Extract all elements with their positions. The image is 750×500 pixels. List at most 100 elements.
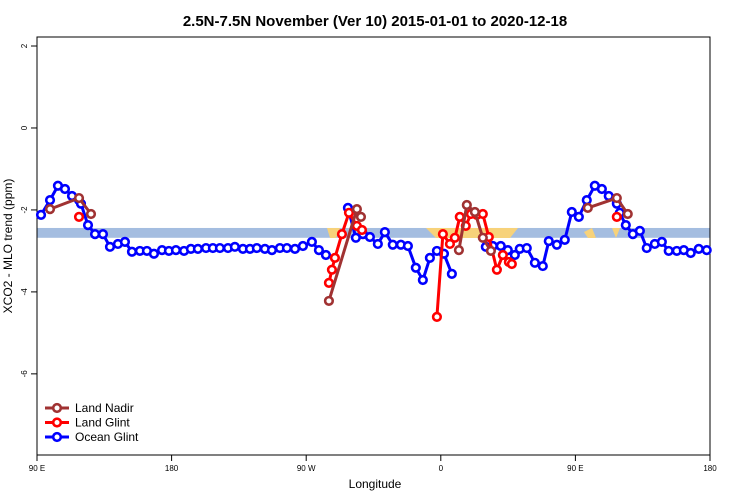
data-point: [449, 232, 460, 243]
data-point: [446, 268, 457, 279]
data-point: [529, 257, 540, 268]
data-point: [431, 311, 443, 322]
data-point: [82, 220, 94, 231]
data-point: [424, 252, 435, 263]
data-point: [148, 248, 160, 259]
data-point: [461, 199, 472, 211]
data-point: [104, 241, 116, 252]
data-point: [85, 208, 97, 220]
legend-label: Land Glint: [75, 416, 130, 430]
data-point: [44, 195, 56, 206]
data-point: [685, 247, 696, 259]
data-point: [693, 243, 704, 254]
land-patch: [426, 228, 518, 238]
data-point: [596, 183, 607, 195]
data-point: [44, 204, 56, 215]
land-patch: [327, 228, 340, 238]
x-tick-label: 0: [439, 464, 444, 473]
data-point: [192, 243, 204, 254]
data-point: [35, 209, 47, 220]
data-point: [229, 241, 240, 252]
data-point: [656, 236, 667, 248]
data-point: [521, 242, 532, 254]
data-point: [323, 277, 335, 288]
data-point: [73, 211, 85, 223]
y-tick-label: -6: [20, 370, 29, 378]
data-point: [266, 244, 278, 256]
data-point: [251, 242, 262, 254]
data-point: [641, 242, 652, 254]
data-point: [551, 239, 562, 250]
data-point: [387, 239, 398, 250]
data-point: [611, 211, 622, 223]
data-point: [170, 244, 182, 256]
reference-band: [37, 227, 710, 238]
data-point: [477, 232, 488, 243]
data-point: [566, 206, 577, 218]
plot-frame: [36, 36, 711, 456]
data-point: [537, 260, 548, 272]
y-axis-label: XCO2 - MLO trend (ppm): [1, 179, 15, 314]
data-point: [444, 238, 456, 250]
data-point: [622, 208, 633, 220]
data-point: [506, 258, 517, 270]
data-point: [402, 240, 413, 252]
data-point: [543, 235, 554, 247]
data-point: [469, 206, 480, 218]
data-point: [356, 224, 368, 236]
x-tick-label: 90 E: [567, 464, 583, 473]
data-point: [326, 264, 338, 275]
data-point: [313, 244, 325, 256]
data-point: [620, 220, 631, 231]
data-point: [634, 225, 645, 236]
y-tick-label: 0: [20, 125, 29, 130]
data-point: [323, 295, 335, 307]
data-point: [485, 245, 497, 257]
land-patch: [584, 228, 596, 238]
data-point: [372, 238, 383, 250]
data-point: [582, 202, 593, 213]
data-point: [491, 264, 502, 275]
x-tick-label: 90 E: [29, 464, 45, 473]
data-point: [364, 231, 376, 243]
x-tick-label: 180: [703, 464, 717, 473]
data-point: [281, 242, 293, 254]
legend-label: Ocean Glint: [75, 430, 139, 444]
data-point: [59, 183, 71, 195]
data-point: [351, 204, 362, 215]
legend-swatch-point: [51, 431, 63, 443]
data-point: [410, 262, 421, 273]
data-point: [73, 192, 85, 204]
chart-title: 2.5N-7.5N November (Ver 10) 2015-01-01 t…: [183, 13, 567, 30]
y-tick-label: -4: [20, 288, 29, 296]
legend-label: Land Nadir: [75, 401, 134, 415]
x-tick-label: 90 W: [297, 464, 316, 473]
data-point: [320, 249, 332, 261]
legend-swatch-point: [51, 417, 63, 428]
legend-swatch-point: [51, 402, 63, 414]
data-point: [297, 240, 309, 252]
data-point: [495, 240, 506, 252]
data-point: [701, 244, 712, 256]
data-point: [417, 274, 428, 286]
data-point: [329, 252, 341, 263]
data-point: [437, 229, 448, 240]
data-point: [581, 195, 592, 206]
data-point: [663, 245, 674, 257]
data-point: [343, 207, 355, 218]
data-point: [454, 211, 465, 223]
land-patch: [612, 228, 620, 238]
data-point: [289, 243, 301, 254]
data-point: [559, 234, 570, 245]
data-point: [97, 229, 109, 240]
data-point: [509, 249, 520, 261]
x-tick-label: 180: [165, 464, 179, 473]
data-point: [497, 249, 508, 261]
y-tick-label: -2: [20, 206, 29, 214]
data-point: [379, 226, 390, 238]
data-point: [214, 242, 226, 254]
data-point: [453, 244, 464, 256]
data-point: [355, 211, 367, 223]
data-point: [119, 236, 131, 248]
